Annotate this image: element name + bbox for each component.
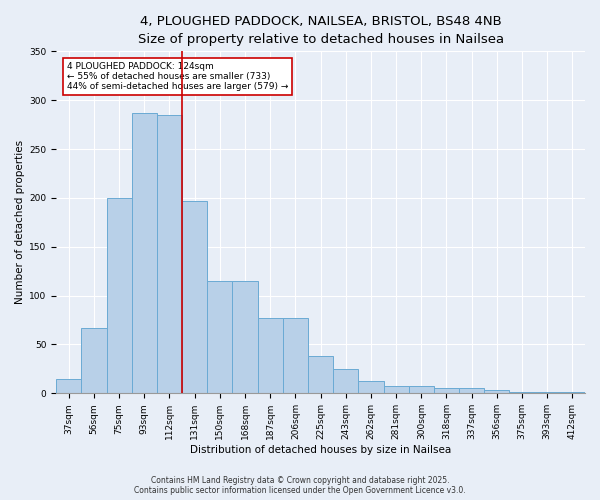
Bar bbox=[207, 281, 232, 394]
Bar bbox=[107, 198, 131, 394]
Bar bbox=[358, 380, 383, 394]
Bar bbox=[131, 113, 157, 394]
Bar bbox=[383, 386, 409, 394]
Bar bbox=[434, 388, 459, 394]
Text: 4 PLOUGHED PADDOCK: 124sqm
← 55% of detached houses are smaller (733)
44% of sem: 4 PLOUGHED PADDOCK: 124sqm ← 55% of deta… bbox=[67, 62, 288, 92]
Bar bbox=[56, 378, 82, 394]
Bar bbox=[232, 281, 257, 394]
Bar bbox=[560, 392, 585, 394]
Bar bbox=[182, 201, 207, 394]
Bar bbox=[459, 388, 484, 394]
Bar bbox=[535, 392, 560, 394]
Bar bbox=[409, 386, 434, 394]
Bar bbox=[333, 369, 358, 394]
Bar bbox=[157, 115, 182, 394]
Bar bbox=[484, 390, 509, 394]
Bar bbox=[257, 318, 283, 394]
Bar bbox=[82, 328, 107, 394]
Y-axis label: Number of detached properties: Number of detached properties bbox=[15, 140, 25, 304]
Title: 4, PLOUGHED PADDOCK, NAILSEA, BRISTOL, BS48 4NB
Size of property relative to det: 4, PLOUGHED PADDOCK, NAILSEA, BRISTOL, B… bbox=[137, 15, 503, 46]
Bar bbox=[509, 392, 535, 394]
Bar bbox=[308, 356, 333, 394]
Bar bbox=[283, 318, 308, 394]
Text: Contains HM Land Registry data © Crown copyright and database right 2025.
Contai: Contains HM Land Registry data © Crown c… bbox=[134, 476, 466, 495]
X-axis label: Distribution of detached houses by size in Nailsea: Distribution of detached houses by size … bbox=[190, 445, 451, 455]
